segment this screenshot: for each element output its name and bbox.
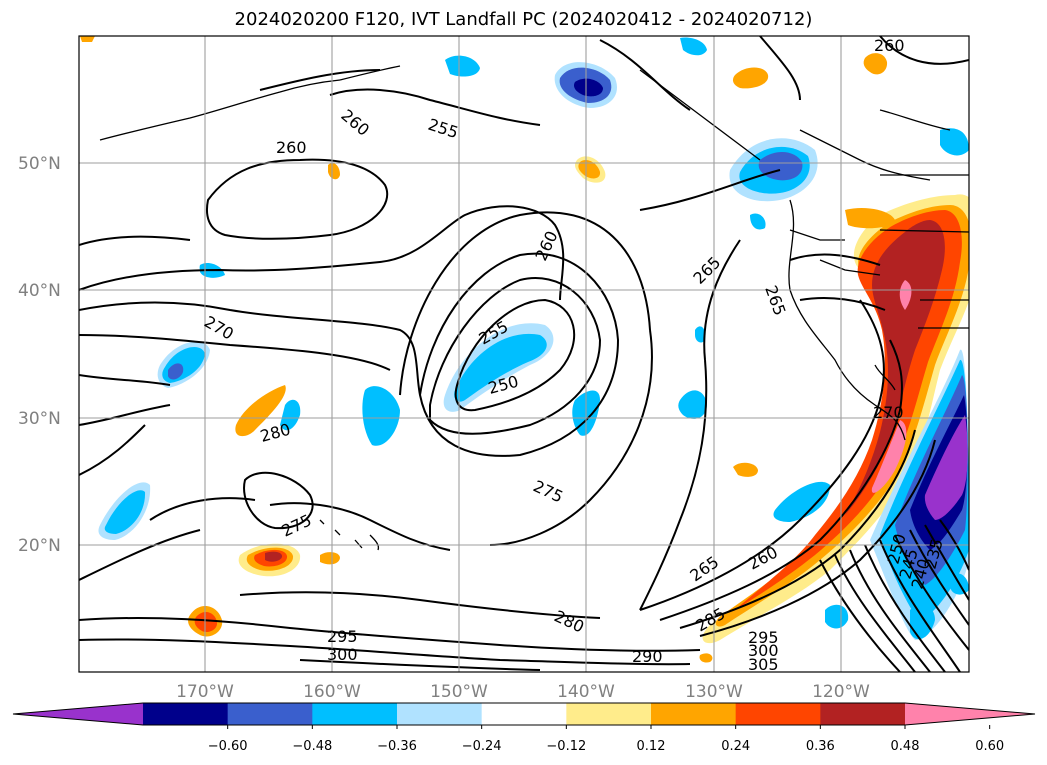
- colorbar-segment: [481, 703, 567, 725]
- colorbar-tick-label: −0.60: [208, 739, 248, 754]
- colorbar-outline: [12, 702, 1036, 726]
- longitude-labels: 170°W 160°W 150°W 140°W 130°W 120°W: [176, 682, 870, 702]
- lat-label-50n: 50°N: [18, 154, 61, 174]
- colorbar-segment: [735, 703, 821, 725]
- lon-label-150w: 150°W: [430, 682, 488, 702]
- negative-anomaly-fills: [98, 37, 969, 640]
- colorbar-tick-label: 0.48: [891, 739, 920, 754]
- lon-label-160w: 160°W: [303, 682, 361, 702]
- colorbar-tick-label: −0.12: [546, 739, 586, 754]
- positive-anomaly-fills: [80, 36, 969, 663]
- lat-label-40n: 40°N: [18, 281, 61, 301]
- lon-label-170w: 170°W: [176, 682, 234, 702]
- graticule: [79, 36, 969, 672]
- contour-label-270-east: 270: [873, 403, 904, 422]
- lon-label-120w: 120°W: [812, 682, 870, 702]
- colorbar-tick-label: −0.48: [292, 739, 332, 754]
- colorbar-tick-label: −0.36: [377, 739, 417, 754]
- map-title: 2024020200 F120, IVT Landfall PC (202402…: [234, 9, 813, 30]
- colorbar-segment: [312, 703, 398, 725]
- lat-label-20n: 20°N: [18, 536, 61, 556]
- contour-label-260-blob: 260: [276, 138, 307, 157]
- colorbar-extend-max: [905, 703, 1035, 725]
- map-frame: [78, 35, 970, 673]
- latitude-labels: 50°N 40°N 30°N 20°N: [18, 154, 61, 556]
- contour-label-260-top: 260: [874, 36, 905, 55]
- contour-label-295-west: 295: [327, 627, 358, 646]
- contour-label-300-east: 300: [748, 641, 779, 660]
- lon-label-140w: 140°W: [557, 682, 615, 702]
- colorbar-segment: [651, 703, 737, 725]
- isoline-contours: [79, 36, 969, 672]
- colorbar-segment: [820, 703, 906, 725]
- colorbar-segment: [566, 703, 652, 725]
- contour-label-300-west: 300: [327, 645, 358, 664]
- colorbar-extend-min: [13, 703, 143, 725]
- colorbar-segment: [227, 703, 313, 725]
- colorbar-tick-label: 0.24: [721, 739, 750, 754]
- colorbar-segments: [13, 703, 1035, 725]
- colorbar: −0.60 −0.48 −0.36 −0.24 −0.12 0.12 0.24 0.36 0.4…: [12, 702, 1036, 754]
- lon-label-130w: 130°W: [685, 682, 743, 702]
- colorbar-tick-label: −0.24: [462, 739, 502, 754]
- contour-label-305: 305: [748, 655, 779, 674]
- colorbar-ticks: −0.60 −0.48 −0.36 −0.24 −0.12 0.12 0.24 0.36 0.4…: [208, 725, 1004, 754]
- colorbar-tick-label: 0.36: [806, 739, 835, 754]
- colorbar-segment: [397, 703, 483, 725]
- lat-label-30n: 30°N: [18, 409, 61, 429]
- colorbar-tick-label: 0.12: [637, 739, 666, 754]
- contour-label-290: 290: [632, 647, 663, 666]
- colorbar-tick-label: 0.60: [975, 739, 1004, 754]
- coastlines: [99, 65, 969, 551]
- colorbar-segment: [143, 703, 229, 725]
- contour-label-295-east: 295: [748, 628, 779, 647]
